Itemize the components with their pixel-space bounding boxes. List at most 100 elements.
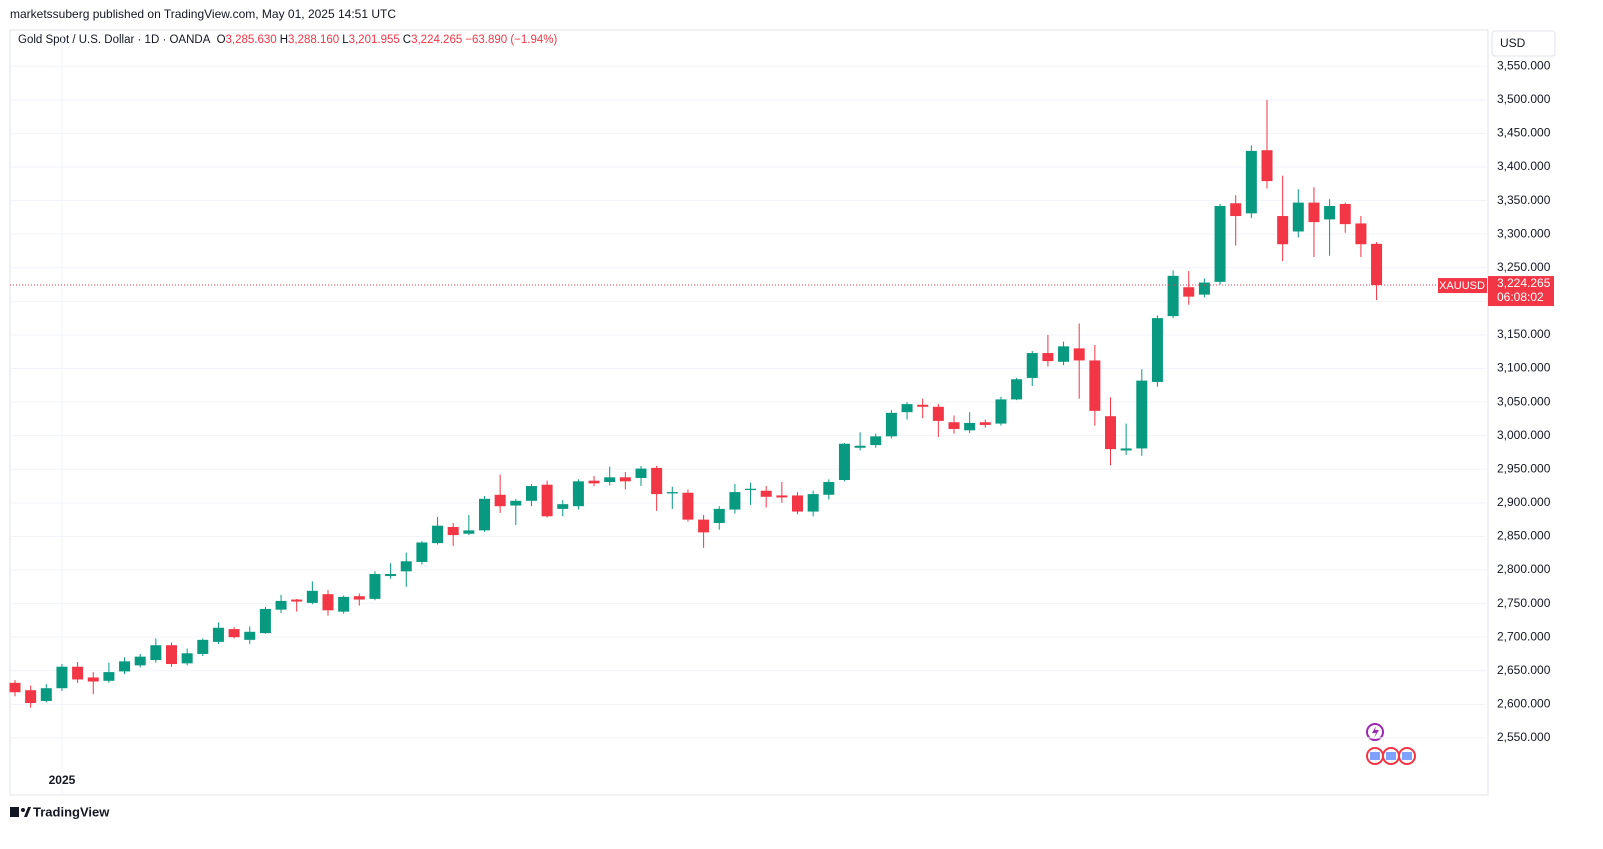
candle-body xyxy=(729,492,741,510)
candle-body xyxy=(776,495,788,498)
ohlc-value: 3,224.265 xyxy=(411,34,463,46)
candle-body xyxy=(447,527,459,536)
candle-body xyxy=(745,488,757,491)
candle-body xyxy=(322,594,334,611)
candle-body xyxy=(1183,287,1195,297)
currency-box[interactable] xyxy=(1491,30,1556,57)
candle-body xyxy=(119,661,131,672)
ohlc-value: 3,285.630 xyxy=(225,34,277,46)
candle-body xyxy=(228,629,240,638)
candle-body xyxy=(197,639,209,654)
candle-body xyxy=(698,519,710,533)
y-tick-label: 3,400.000 xyxy=(1497,159,1551,173)
candle-body xyxy=(948,422,960,429)
candle-body xyxy=(385,574,397,577)
y-tick-label: 3,250.000 xyxy=(1497,260,1551,274)
candle-body xyxy=(244,631,256,640)
publisher-line: marketssuberg published on TradingView.c… xyxy=(10,7,396,21)
candle-body xyxy=(1245,150,1257,214)
candle-body xyxy=(306,590,318,603)
y-tick-label: 3,550.000 xyxy=(1497,58,1551,72)
tv-logo xyxy=(10,807,31,817)
candle-body xyxy=(103,672,115,681)
candle-body xyxy=(1198,282,1210,295)
logo-mark xyxy=(10,807,19,817)
flag-icon xyxy=(1370,752,1380,760)
candle-body xyxy=(541,484,553,517)
candle-body xyxy=(1073,348,1085,361)
candle-body xyxy=(275,600,287,610)
candle-body xyxy=(1136,380,1148,449)
symbol-tag-label: XAUUSD xyxy=(1439,280,1485,292)
price-tag xyxy=(1488,276,1554,307)
plot-frame xyxy=(9,29,1489,796)
candle-body xyxy=(713,508,725,523)
candle-body xyxy=(400,561,412,572)
y-tick-label: 3,450.000 xyxy=(1497,126,1551,140)
candle-body xyxy=(291,599,303,602)
ohlc-label: O xyxy=(216,34,226,46)
y-tick-label: 2,550.000 xyxy=(1497,730,1551,744)
candle-body xyxy=(1105,416,1116,450)
flag-icon xyxy=(1386,752,1396,760)
candle-body xyxy=(604,477,616,483)
candle-body xyxy=(525,486,537,501)
y-tick-label: 3,000.000 xyxy=(1497,428,1551,442)
candle-body xyxy=(666,492,678,494)
candle-body xyxy=(416,542,428,562)
ohlc-label: L xyxy=(342,34,349,46)
candle-body xyxy=(557,504,569,509)
candle-body xyxy=(9,682,21,693)
candle-body xyxy=(1151,318,1163,382)
candle-body xyxy=(181,653,193,664)
candle-body xyxy=(87,677,99,682)
candle-body xyxy=(1230,203,1242,217)
y-tick-label: 2,600.000 xyxy=(1497,697,1551,711)
y-tick-label: 3,100.000 xyxy=(1497,361,1551,375)
y-tick-label: 3,050.000 xyxy=(1497,394,1551,408)
candle-body xyxy=(917,404,929,407)
candle-body xyxy=(479,498,490,531)
y-tick-label: 3,350.000 xyxy=(1497,193,1551,207)
candle-body xyxy=(134,656,146,666)
y-tick-label: 2,750.000 xyxy=(1497,596,1551,610)
candle-body xyxy=(150,645,162,660)
candle-body xyxy=(1292,202,1304,232)
candle-body xyxy=(1042,353,1054,362)
y-tick-label: 2,650.000 xyxy=(1497,663,1551,677)
candle-body xyxy=(823,482,835,495)
logo-mark xyxy=(24,807,31,817)
flag-icon xyxy=(1402,752,1412,760)
candles xyxy=(9,99,1383,708)
candle-body xyxy=(854,445,866,448)
candle-body xyxy=(1167,275,1179,317)
candle-body xyxy=(588,480,600,484)
ohlc-value: 3,288.160 xyxy=(288,34,340,46)
symbol-title: Gold Spot / U.S. Dollar · 1D · OANDA xyxy=(18,34,211,46)
y-tick-label: 3,500.000 xyxy=(1497,92,1551,106)
candle-body xyxy=(510,500,522,506)
candle-body xyxy=(1308,202,1320,223)
currency-label: USD xyxy=(1500,36,1526,50)
y-tick-label: 3,150.000 xyxy=(1497,327,1551,341)
candle-body xyxy=(40,688,52,701)
candle-body xyxy=(870,436,882,446)
candle-body xyxy=(338,596,350,612)
candle-body xyxy=(1120,448,1132,451)
y-tick-label: 3,300.000 xyxy=(1497,226,1551,240)
candle-body xyxy=(1324,205,1336,220)
candle-body xyxy=(979,422,991,425)
event-icons xyxy=(1366,723,1416,765)
event-icon xyxy=(1372,726,1379,738)
candle-body xyxy=(1277,216,1289,245)
y-tick-label: 2,800.000 xyxy=(1497,562,1551,576)
ohlc-label: C xyxy=(402,34,412,46)
candle-body xyxy=(885,412,897,437)
candle-body xyxy=(353,596,365,600)
candle-body xyxy=(1026,353,1038,378)
candle-body xyxy=(932,406,944,421)
grid xyxy=(10,30,1488,795)
ohlc-label: H xyxy=(279,34,289,46)
candle-body xyxy=(1371,243,1383,286)
